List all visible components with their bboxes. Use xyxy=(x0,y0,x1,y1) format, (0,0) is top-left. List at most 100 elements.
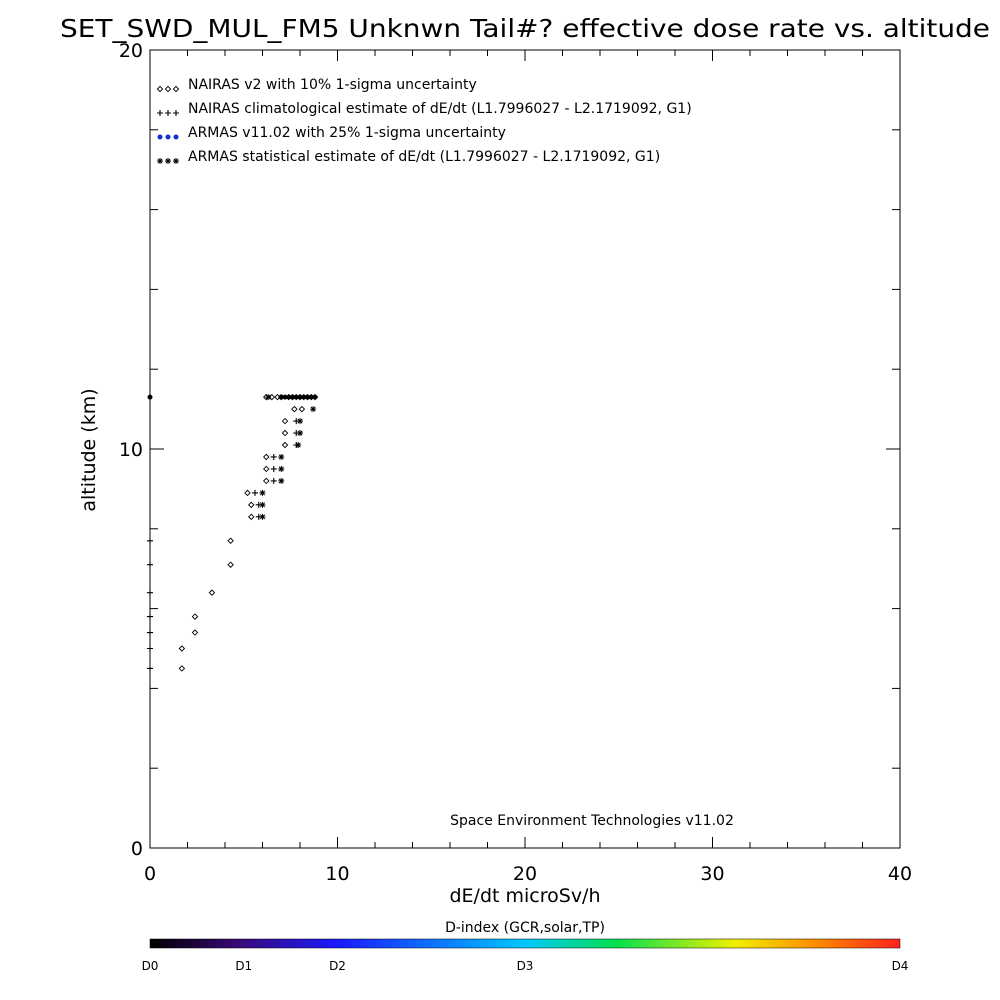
x-axis-title: dE/dt microSv/h xyxy=(449,885,600,907)
colorbar-title: D-index (GCR,solar,TP) xyxy=(445,920,605,936)
axis-ticks xyxy=(149,49,901,849)
data-point-asterisk xyxy=(278,465,285,472)
data-point-plus xyxy=(270,477,277,484)
data-point-plus xyxy=(147,645,153,652)
data-point-dot xyxy=(297,394,303,400)
y-tick-label: 10 xyxy=(119,439,143,461)
data-point-diamond xyxy=(248,513,255,521)
legend-marker-plus xyxy=(173,110,179,116)
data-point-diamond xyxy=(248,501,255,509)
data-point-diamond xyxy=(227,561,234,568)
data-marks xyxy=(147,393,319,672)
data-point-asterisk xyxy=(278,477,285,484)
data-point-diamond xyxy=(208,589,216,596)
data-point-plus xyxy=(270,453,277,460)
legend-marker-plus xyxy=(165,110,171,116)
colorbar-label: D3 xyxy=(517,959,534,973)
data-point-diamond xyxy=(227,537,234,545)
x-tick-label: 30 xyxy=(700,863,724,885)
data-point-diamond xyxy=(281,441,289,449)
y-tick-labels: 0 10 20 xyxy=(119,40,143,860)
x-tick-labels: 0 10 20 30 40 xyxy=(144,863,912,885)
data-point-plus xyxy=(147,589,153,596)
data-point-diamond xyxy=(244,489,251,497)
colorbar-label: D1 xyxy=(235,959,252,973)
data-point-diamond xyxy=(263,465,270,473)
x-tick-label: 10 xyxy=(325,863,349,885)
series-diamond xyxy=(178,393,319,672)
data-point-diamond xyxy=(268,393,276,401)
legend-label: ARMAS statistical estimate of dE/dt (L1.… xyxy=(188,149,660,165)
legend-marker-diamond xyxy=(156,85,164,93)
data-point-diamond xyxy=(191,613,199,620)
data-point-asterisk xyxy=(259,513,266,520)
data-point-asterisk xyxy=(310,406,317,413)
data-point-diamond xyxy=(298,405,306,413)
data-point-diamond xyxy=(263,453,270,461)
data-point-dot xyxy=(290,394,295,400)
data-point-plus xyxy=(270,465,277,472)
data-point-asterisk xyxy=(278,453,285,460)
legend-marker-dot xyxy=(173,134,179,140)
legend-item: NAIRAS climatological estimate of dE/dt … xyxy=(157,101,692,117)
legend-label: NAIRAS climatological estimate of dE/dt … xyxy=(188,101,692,117)
y-tick-label: 0 xyxy=(131,838,143,860)
legend-item: ARMAS statistical estimate of dE/dt (L1.… xyxy=(157,149,660,165)
legend-marker-dot xyxy=(165,134,171,140)
data-point-diamond xyxy=(263,477,270,485)
legend-marker-diamond xyxy=(172,85,180,93)
chart-title: SET_SWD_MUL_FM5 Unknwn Tail#? effective … xyxy=(60,14,990,43)
data-point-dot xyxy=(147,394,153,400)
plot-frame xyxy=(149,49,901,849)
legend-label: ARMAS v11.02 with 25% 1-sigma uncertaint… xyxy=(188,125,506,141)
data-point-dot xyxy=(312,394,318,400)
data-point-dot xyxy=(293,394,299,400)
x-tick-label: 0 xyxy=(144,863,156,885)
legend-item: NAIRAS v2 with 10% 1-sigma uncertainty xyxy=(156,77,477,93)
colorbar-label: D2 xyxy=(329,959,346,973)
x-tick-label: 40 xyxy=(888,863,912,885)
data-point-dot xyxy=(278,394,284,400)
legend-marker-plus xyxy=(157,110,163,116)
data-point-diamond xyxy=(281,429,289,437)
data-point-asterisk xyxy=(297,418,303,425)
data-point-asterisk xyxy=(297,430,303,437)
legend-label: NAIRAS v2 with 10% 1-sigma uncertainty xyxy=(188,77,477,93)
data-point-dot xyxy=(305,394,310,400)
data-point-diamond xyxy=(178,665,186,672)
credit-annotation: Space Environment Technologies v11.02 xyxy=(450,813,734,829)
colorbar xyxy=(149,938,901,949)
data-point-diamond xyxy=(281,417,289,425)
y-tick-label: 20 xyxy=(119,40,143,62)
data-point-dot xyxy=(286,394,292,400)
data-point-plus xyxy=(252,489,258,496)
data-point-dot xyxy=(308,394,314,400)
series-asterisk xyxy=(259,394,317,520)
colorbar-label: D0 xyxy=(142,959,159,973)
data-point-plus xyxy=(147,561,153,568)
data-point-diamond xyxy=(291,405,298,413)
legend-item: ARMAS v11.02 with 25% 1-sigma uncertaint… xyxy=(157,125,506,141)
colorbar-label: D4 xyxy=(892,959,909,973)
series-dot xyxy=(147,394,318,400)
data-point-plus xyxy=(147,629,153,636)
legend-marker-diamond xyxy=(164,85,172,93)
legend-marker-dot xyxy=(157,134,163,140)
data-point-dot xyxy=(282,394,288,400)
data-point-asterisk xyxy=(259,501,266,508)
x-tick-label: 20 xyxy=(513,863,537,885)
data-point-asterisk xyxy=(265,394,272,401)
data-point-plus xyxy=(147,613,153,620)
data-point-diamond xyxy=(178,645,186,652)
legend: NAIRAS v2 with 10% 1-sigma uncertainty NA… xyxy=(156,77,692,165)
legend-marker-asterisk xyxy=(165,158,171,164)
legend-marker-asterisk xyxy=(173,158,179,164)
data-point-asterisk xyxy=(295,442,302,449)
legend-marker-asterisk xyxy=(157,158,163,164)
y-axis-title: altitude (km) xyxy=(78,388,100,511)
data-point-dot xyxy=(301,394,307,400)
colorbar-labels: D0 D1 D2 D3 D4 xyxy=(142,959,909,973)
data-point-plus xyxy=(147,537,153,544)
data-point-plus xyxy=(147,665,153,672)
